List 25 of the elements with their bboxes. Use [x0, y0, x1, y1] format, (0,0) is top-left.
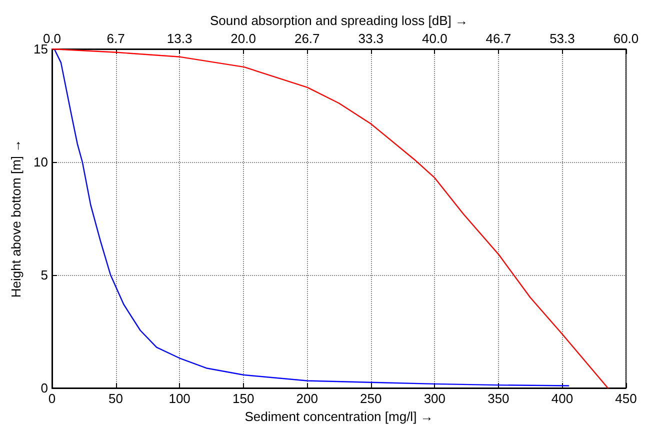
y-tick-label: 10: [34, 154, 48, 170]
x-tick-label: 450: [615, 391, 637, 406]
x2-tick-label: 20.0: [230, 31, 256, 46]
x-tick-label: 200: [296, 391, 318, 406]
x2-tick-label: 60.0: [613, 31, 639, 46]
x-axis-title: Sediment concentration [mg/l] →: [244, 409, 434, 424]
x-tick-label: 300: [424, 391, 446, 406]
x-tick-label: 100: [168, 391, 190, 406]
x-tick-label: 400: [551, 391, 574, 406]
x2-tick-label: 26.7: [294, 31, 320, 46]
x2-tick-label: 33.3: [358, 31, 384, 46]
y-axis-title: Height above bottom [m] →: [8, 139, 24, 298]
x2-tick-label: 0.0: [42, 31, 62, 46]
x2-tick-label: 6.7: [106, 31, 125, 46]
x-tick-label: 50: [108, 391, 124, 406]
x-tick-label: 250: [360, 391, 382, 406]
x-tick-label: 150: [232, 391, 254, 406]
x2-tick-label: 40.0: [422, 31, 448, 46]
x2-axis-title: Sound absorption and spreading loss [dB] →: [210, 13, 468, 28]
y-tick-label: 5: [40, 268, 48, 282]
x-tick-label: 350: [488, 391, 510, 406]
x2-tick-label: 13.3: [166, 31, 192, 46]
y-tick-label: 0: [40, 380, 48, 396]
x2-tick-label: 46.7: [486, 31, 512, 46]
x2-tick-label: 53.3: [550, 31, 575, 46]
